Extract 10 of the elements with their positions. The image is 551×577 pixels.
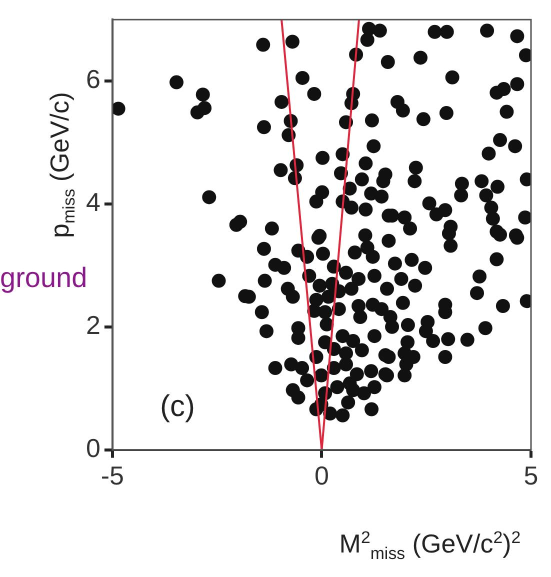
text: ground — [0, 262, 88, 294]
y-tick-label: 6 — [86, 64, 100, 94]
y-tick-label: 4 — [86, 187, 100, 218]
x-axis-title: M$^{2}$$_{miss}$ (GeV/c$^{2}$)$^{2}$ — [339, 528, 521, 564]
x-tick-label: -5 — [100, 460, 124, 491]
annotation: (c) — [160, 390, 195, 424]
y-tick-label: 2 — [86, 310, 100, 340]
y-tick-label: 0 — [86, 432, 100, 463]
x-tick-label: 5 — [524, 460, 538, 491]
x-tick-label: 0 — [314, 460, 329, 491]
